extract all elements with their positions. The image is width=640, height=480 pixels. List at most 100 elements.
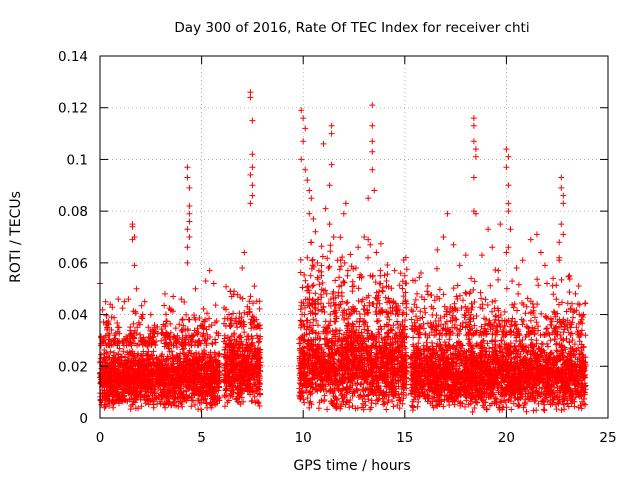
data-point — [162, 334, 169, 341]
data-point — [182, 355, 189, 362]
data-point — [210, 392, 216, 399]
data-point — [126, 351, 133, 358]
data-point — [172, 325, 179, 332]
data-point — [125, 357, 132, 364]
data-point — [214, 377, 221, 384]
data-point — [149, 340, 156, 347]
data-point — [195, 362, 202, 369]
data-point — [158, 353, 165, 360]
data-point — [197, 385, 204, 392]
data-point — [121, 353, 128, 360]
data-point — [241, 329, 248, 336]
data-point — [180, 350, 187, 357]
data-point — [103, 349, 110, 356]
data-point — [384, 262, 391, 268]
data-point — [127, 324, 134, 331]
data-point — [120, 348, 127, 355]
data-point — [196, 371, 203, 378]
data-point — [116, 392, 123, 399]
data-point — [390, 403, 397, 410]
data-point — [149, 370, 156, 377]
data-point — [312, 290, 319, 297]
data-point — [99, 306, 106, 313]
data-point — [206, 390, 213, 397]
data-point — [492, 312, 499, 319]
data-point — [201, 337, 208, 344]
data-point — [118, 360, 125, 367]
data-point — [144, 398, 151, 404]
data-point — [134, 390, 141, 397]
data-point — [103, 342, 110, 349]
data-point — [337, 234, 344, 241]
data-point — [215, 363, 221, 370]
data-point — [132, 405, 139, 412]
data-point — [179, 364, 186, 370]
data-point — [190, 359, 197, 365]
data-point — [172, 381, 179, 388]
data-point — [131, 350, 138, 357]
data-point — [161, 340, 168, 347]
data-point — [190, 385, 197, 392]
data-point — [150, 382, 157, 389]
data-point — [184, 326, 191, 332]
data-point — [310, 282, 317, 289]
data-point — [182, 332, 189, 339]
data-point — [107, 364, 114, 371]
data-point — [110, 352, 117, 359]
data-point — [194, 367, 201, 374]
data-point — [105, 396, 112, 403]
data-point — [209, 395, 215, 402]
data-point — [193, 329, 200, 336]
data-point — [163, 356, 170, 363]
data-point — [145, 355, 152, 362]
data-point — [163, 394, 170, 401]
data-point — [167, 329, 174, 336]
data-point — [204, 310, 210, 317]
data-point — [136, 321, 143, 328]
data-point — [176, 336, 182, 343]
data-point — [212, 302, 219, 309]
data-point — [318, 243, 325, 250]
data-point — [138, 372, 145, 379]
data-point — [141, 378, 147, 385]
data-point — [110, 399, 117, 406]
data-point — [130, 308, 137, 315]
data-point — [389, 398, 396, 405]
data-point — [399, 285, 406, 292]
data-point — [145, 324, 152, 331]
data-point — [241, 309, 248, 316]
data-point — [515, 281, 522, 288]
data-point — [214, 364, 220, 371]
data-point — [107, 348, 114, 355]
data-point — [171, 333, 178, 340]
data-point — [166, 398, 173, 405]
data-point — [192, 401, 198, 408]
data-point — [203, 326, 210, 333]
data-point — [192, 316, 199, 323]
data-point — [248, 398, 255, 405]
data-point — [130, 320, 137, 327]
data-point — [211, 383, 218, 390]
data-point — [105, 377, 111, 384]
data-point — [213, 329, 220, 336]
data-point — [174, 332, 181, 339]
data-point — [201, 381, 208, 388]
data-point — [200, 305, 207, 312]
data-point — [162, 372, 169, 378]
data-point — [122, 365, 129, 371]
data-point — [108, 357, 115, 364]
data-point — [193, 349, 200, 356]
data-point — [446, 336, 453, 343]
data-point — [322, 318, 329, 325]
data-point — [349, 278, 356, 285]
data-point — [138, 338, 145, 345]
data-point — [309, 256, 316, 263]
data-point — [134, 324, 141, 331]
data-point — [179, 334, 186, 341]
data-point — [167, 371, 174, 378]
data-point — [247, 293, 254, 300]
data-point — [186, 316, 193, 323]
data-point — [222, 387, 229, 393]
data-point — [151, 330, 158, 337]
data-point — [436, 286, 443, 293]
